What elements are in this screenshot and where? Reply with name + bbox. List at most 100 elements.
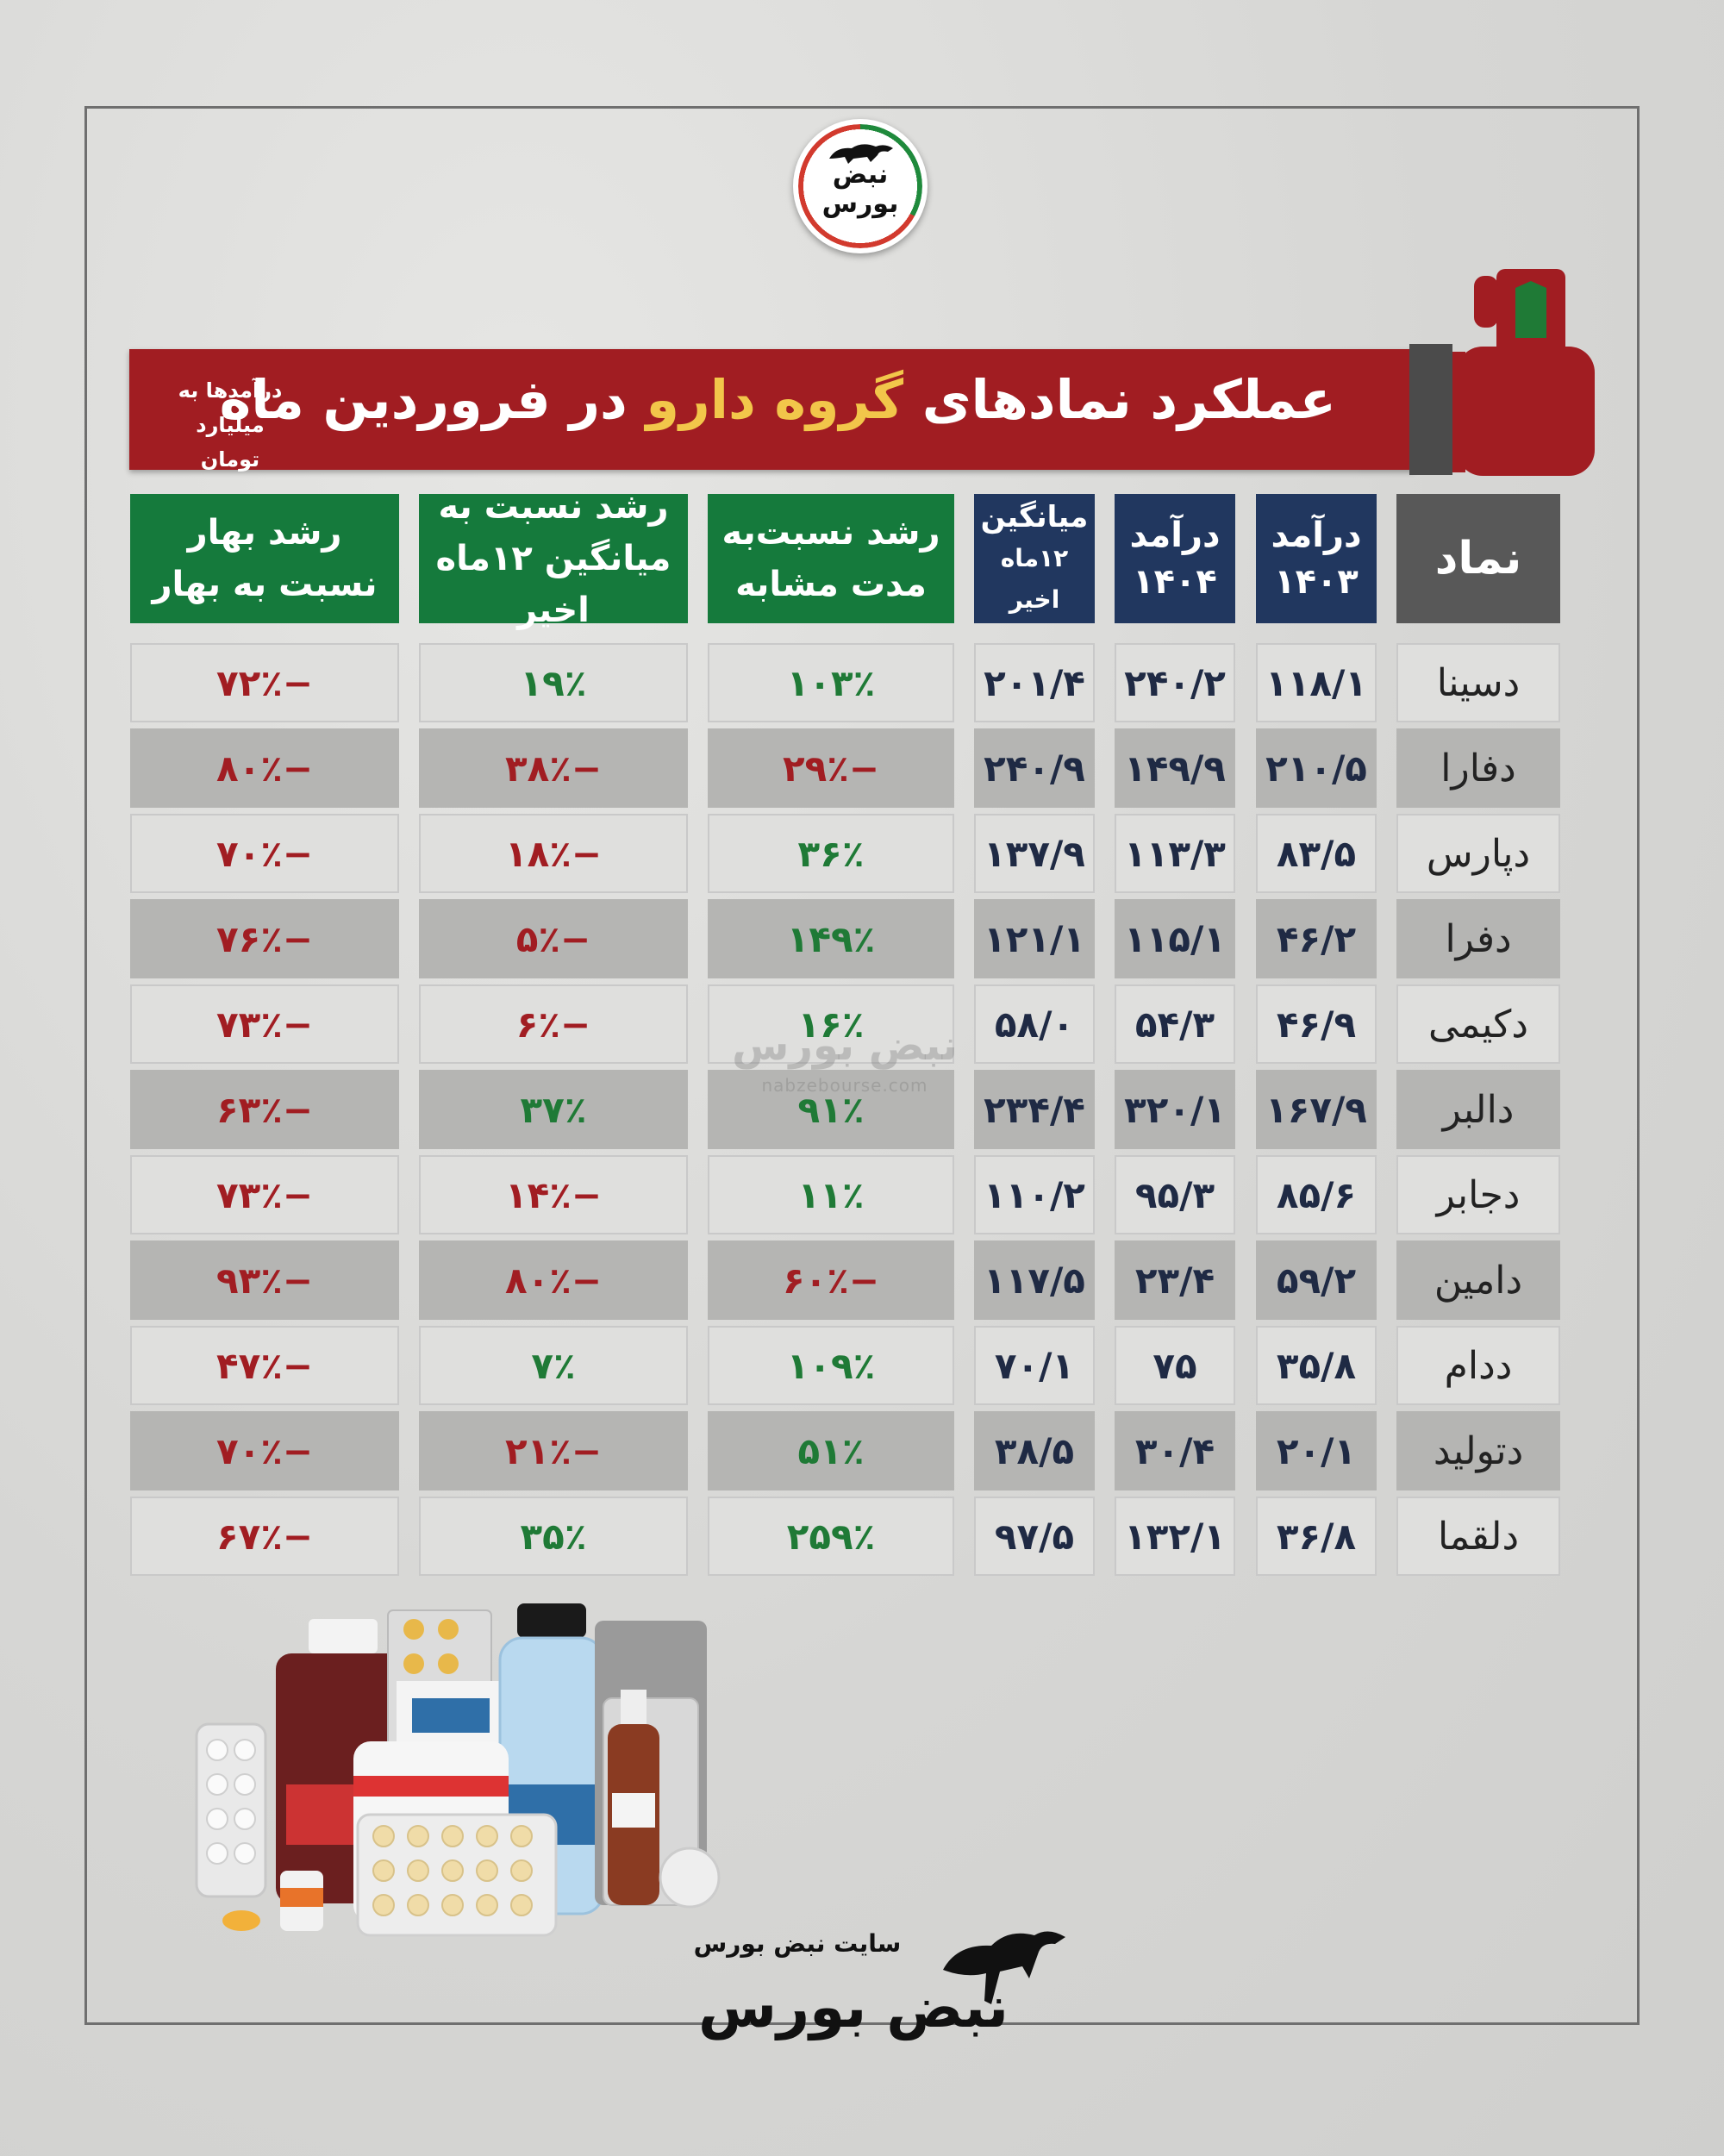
cell-revenue-1404: ۹۵/۳ — [1115, 1155, 1235, 1234]
cell-revenue-1403: ۱۱۸/۱ — [1256, 643, 1377, 722]
cell-revenue-1404: ۳۰/۴ — [1115, 1411, 1235, 1490]
cell-average: ۱۲۱/۱ — [974, 899, 1095, 978]
cell-growth-average: −۱۴٪ — [419, 1155, 688, 1234]
header-revenue-1403-line2: ۱۴۰۳ — [1274, 562, 1359, 602]
cell-growth-same: ۹۱٪ — [708, 1070, 954, 1149]
title-highlight: گروه دارو — [646, 368, 904, 431]
cell-symbol: دفرا — [1396, 899, 1560, 978]
cell-average: ۷۰/۱ — [974, 1326, 1095, 1405]
cell-symbol: دکیمی — [1396, 984, 1560, 1064]
cell-average: ۲۳۴/۴ — [974, 1070, 1095, 1149]
cell-growth-average: ۷٪ — [419, 1326, 688, 1405]
cell-growth-spring: −۴۷٪ — [130, 1326, 399, 1405]
cell-average: ۱۳۷/۹ — [974, 814, 1095, 893]
cell-growth-same: ۱۰۹٪ — [708, 1326, 954, 1405]
header-growth-avg-line2: میانگین ۱۲ماه اخیر — [435, 539, 671, 630]
header-average-line2: ۱۲ماه اخیر — [1000, 544, 1069, 614]
cell-revenue-1403: ۴۶/۲ — [1256, 899, 1377, 978]
cell-revenue-1404: ۱۴۹/۹ — [1115, 728, 1235, 808]
cell-revenue-1403: ۳۵/۸ — [1256, 1326, 1377, 1405]
cell-average: ۱۱۷/۵ — [974, 1240, 1095, 1320]
header-growth-vs-average: رشد نسبت به میانگین ۱۲ماه اخیر — [419, 487, 688, 630]
logo-line-1: نبض — [832, 159, 889, 190]
header-revenue-1403: درآمد ۱۴۰۳ — [1256, 494, 1377, 623]
cell-growth-same: −۶۰٪ — [708, 1240, 954, 1320]
watermark-url: nabzebourse.com — [761, 1075, 928, 1096]
cell-revenue-1403: ۲۰/۱ — [1256, 1411, 1377, 1490]
unit-note: درآمدها به میلیارد تومان — [178, 378, 283, 472]
cell-growth-average: −۵٪ — [419, 899, 688, 978]
cell-symbol: دتولید — [1396, 1411, 1560, 1490]
logo-text: نبض بورس — [793, 160, 928, 219]
cell-growth-spring: −۶۳٪ — [130, 1070, 399, 1149]
cell-growth-spring: −۶۷٪ — [130, 1497, 399, 1576]
cell-symbol: دسینا — [1396, 643, 1560, 722]
cell-growth-same: ۲۵۹٪ — [708, 1497, 954, 1576]
cell-symbol: دلقما — [1396, 1497, 1560, 1576]
cell-revenue-1404: ۵۴/۳ — [1115, 984, 1235, 1064]
cell-revenue-1404: ۷۵ — [1115, 1326, 1235, 1405]
header-revenue-1403-line1: درآمد — [1271, 516, 1362, 555]
banner-cuff — [1409, 344, 1452, 475]
cell-growth-same: ۱۰۳٪ — [708, 643, 954, 722]
cell-average: ۲۴۰/۹ — [974, 728, 1095, 808]
medicine-illustration — [195, 1603, 721, 1937]
cell-growth-average: ۳۷٪ — [419, 1070, 688, 1149]
cell-growth-average: −۶٪ — [419, 984, 688, 1064]
page-title: عملکرد نمادهای گروه دارو در فروردین ماه — [220, 368, 1336, 431]
cell-revenue-1403: ۸۵/۶ — [1256, 1155, 1377, 1234]
header-revenue-1404: درآمد ۱۴۰۴ — [1115, 494, 1235, 623]
cell-revenue-1404: ۱۱۳/۳ — [1115, 814, 1235, 893]
cell-symbol: دفارا — [1396, 728, 1560, 808]
cell-average: ۲۰۱/۴ — [974, 643, 1095, 722]
cell-growth-average: −۳۸٪ — [419, 728, 688, 808]
header-average-12m: میانگین ۱۲ماه اخیر — [974, 494, 1095, 623]
cell-revenue-1404: ۲۴۰/۲ — [1115, 643, 1235, 722]
cell-growth-same: ۱۶٪ — [708, 984, 954, 1064]
cell-revenue-1404: ۳۲۰/۱ — [1115, 1070, 1235, 1149]
watermark-brand: نبض بورس — [732, 1022, 958, 1070]
header-growth-same-line1: رشد نسبت‌به — [721, 513, 940, 553]
content-frame — [84, 106, 1640, 2025]
cell-revenue-1403: ۳۶/۸ — [1256, 1497, 1377, 1576]
bull-icon — [829, 144, 893, 164]
hand-icon — [1448, 269, 1595, 476]
brand-logo: نبض بورس — [793, 119, 928, 253]
header-symbol: نماد — [1396, 494, 1560, 623]
cell-symbol: ددام — [1396, 1326, 1560, 1405]
cell-growth-spring: −۷۶٪ — [130, 899, 399, 978]
cell-revenue-1404: ۱۳۲/۱ — [1115, 1497, 1235, 1576]
cell-growth-same: ۱۴۹٪ — [708, 899, 954, 978]
logo-line-2: بورس — [821, 189, 899, 219]
header-average-line1: میانگین — [980, 500, 1089, 534]
cell-growth-spring: −۷۳٪ — [130, 1155, 399, 1234]
cell-revenue-1403: ۱۶۷/۹ — [1256, 1070, 1377, 1149]
cell-growth-spring: −۹۳٪ — [130, 1240, 399, 1320]
footer-bull-icon — [943, 1931, 1065, 2004]
cell-growth-average: ۱۹٪ — [419, 643, 688, 722]
cell-average: ۹۷/۵ — [974, 1497, 1095, 1576]
header-revenue-1404-line2: ۱۴۰۴ — [1133, 562, 1217, 602]
header-growth-spring-line1: رشد بهار — [187, 513, 342, 553]
cell-average: ۳۸/۵ — [974, 1411, 1095, 1490]
cell-average: ۱۱۰/۲ — [974, 1155, 1095, 1234]
cell-symbol: دجابر — [1396, 1155, 1560, 1234]
header-growth-spring-line2: نسبت به بهار — [152, 565, 378, 604]
cell-revenue-1403: ۸۳/۵ — [1256, 814, 1377, 893]
cell-growth-spring: −۷۰٪ — [130, 814, 399, 893]
cell-growth-average: −۲۱٪ — [419, 1411, 688, 1490]
cell-symbol: دپارس — [1396, 814, 1560, 893]
cell-growth-same: −۲۹٪ — [708, 728, 954, 808]
footer-site-label: سایت نبض بورس — [693, 1929, 902, 1958]
title-part-1: عملکرد نمادهای — [903, 368, 1336, 431]
header-symbol-label: نماد — [1434, 533, 1522, 584]
title-part-2: در فروردین ماه — [219, 368, 646, 431]
header-growth-avg-line1: رشد نسبت به — [438, 487, 669, 527]
cell-revenue-1404: ۱۱۵/۱ — [1115, 899, 1235, 978]
footer-brand-logo: نبض بورس — [698, 1974, 1009, 2040]
cell-growth-average: ۳۵٪ — [419, 1497, 688, 1576]
cell-growth-average: −۱۸٪ — [419, 814, 688, 893]
cell-average: ۵۸/۰ — [974, 984, 1095, 1064]
header-growth-same-period: رشد نسبت‌به مدت مشابه — [708, 494, 954, 623]
cell-symbol: دالبر — [1396, 1070, 1560, 1149]
